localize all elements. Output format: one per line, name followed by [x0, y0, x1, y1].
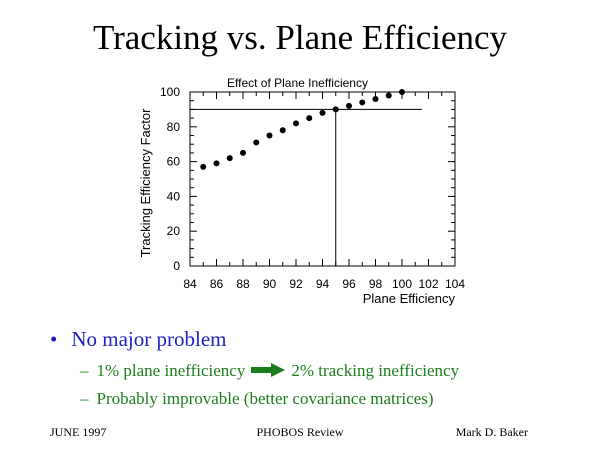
sub-bullet-1: –1% plane inefficiency 2% tracking ineffi… — [80, 361, 459, 382]
data-point — [399, 89, 405, 95]
data-point — [332, 106, 339, 113]
data-point — [200, 163, 207, 170]
data-point — [346, 102, 352, 109]
chart-title: Effect of Plane Inefficiency — [227, 76, 368, 90]
x-tick-label: 98 — [369, 277, 383, 291]
sub1-left-text: 1% plane inefficiency — [96, 361, 246, 380]
bullet-text: No major problem — [71, 327, 227, 351]
footer-author: Mark D. Baker — [455, 425, 528, 439]
plot-frame — [189, 91, 456, 267]
sub2-text: Probably improvable (better covariance m… — [96, 389, 434, 408]
x-tick-label: 88 — [236, 277, 250, 291]
x-tick-label: 94 — [316, 277, 330, 291]
x-tick-label: 104 — [445, 277, 465, 291]
data-point — [226, 155, 233, 162]
x-tick-label: 102 — [418, 277, 438, 291]
x-tick-label: 86 — [210, 277, 224, 291]
data-point — [306, 115, 313, 122]
data-point — [240, 149, 246, 156]
slide-title: Tracking vs. Plane Efficiency — [92, 18, 508, 57]
y-tick-label: 80 — [167, 120, 181, 134]
sub1-right-text: 2% tracking inefficiency — [291, 361, 460, 380]
x-tick-label: 96 — [342, 277, 356, 291]
data-point — [319, 109, 326, 116]
sub-dash: – — [80, 389, 89, 408]
data-point — [359, 99, 366, 106]
footer-date: JUNE 1997 — [50, 425, 107, 439]
y-axis-label: Tracking Efficiency Factor — [138, 108, 153, 257]
y-tick-label: 20 — [167, 224, 181, 238]
x-tick-label: 100 — [392, 277, 412, 291]
data-point — [385, 92, 392, 99]
data-point — [372, 95, 379, 102]
data-point — [253, 139, 260, 146]
data-point — [266, 132, 273, 139]
bullet-symbol: • — [50, 327, 58, 351]
x-tick-label: 90 — [263, 277, 277, 291]
right-arrow-icon — [251, 362, 286, 382]
bullet-item: • No major problem — [50, 327, 227, 352]
x-axis-label: Plane Efficiency — [363, 291, 456, 306]
y-tick-label: 100 — [160, 85, 180, 99]
data-point — [213, 160, 220, 167]
x-tick-label: 84 — [183, 277, 197, 291]
data-point — [279, 127, 286, 134]
footer-title: PHOBOS Review — [256, 425, 344, 439]
x-tick-label: 92 — [289, 277, 303, 291]
y-tick-label: 60 — [167, 155, 181, 169]
sub-dash: – — [80, 361, 89, 380]
y-tick-label: 0 — [173, 259, 180, 273]
y-tick-label: 40 — [167, 189, 181, 203]
sub-bullet-2: – Probably improvable (better covariance … — [80, 389, 434, 409]
efficiency-chart: Effect of Plane Inefficiency 84 86 88 90 92 9… — [138, 76, 465, 306]
data-point — [293, 120, 299, 127]
